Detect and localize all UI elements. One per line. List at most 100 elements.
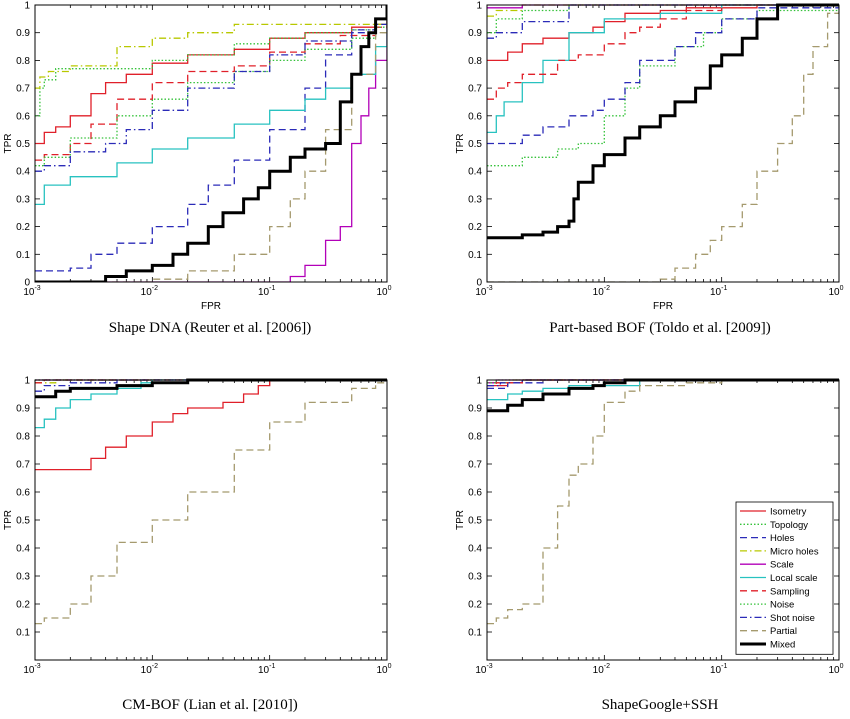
x-tick-label: 10-1 bbox=[258, 663, 275, 676]
x-tick-label: 100 bbox=[376, 285, 391, 298]
y-tick-label: 0.1 bbox=[468, 250, 482, 261]
x-tick-label: 100 bbox=[828, 663, 843, 676]
y-tick-label: 0.8 bbox=[468, 432, 482, 443]
y-tick-label: 1 bbox=[476, 376, 482, 387]
y-tick-label: 0.5 bbox=[468, 516, 482, 527]
x-axis-label: FPR bbox=[201, 301, 221, 312]
series-line-scale bbox=[35, 5, 387, 282]
plot-frame bbox=[486, 4, 840, 283]
y-tick-label: 0.5 bbox=[468, 139, 482, 150]
series-line-partial bbox=[35, 5, 387, 282]
series-line-noise bbox=[35, 5, 387, 167]
x-tick-label: 10-3 bbox=[23, 663, 40, 676]
series-line-mixed bbox=[487, 3, 839, 240]
legend-label: Sampling bbox=[770, 586, 810, 597]
y-axis-label: TPR bbox=[455, 510, 466, 530]
series-line-topology bbox=[487, 5, 839, 167]
caption-shape-dna: Shape DNA (Reuter et al. [2006]) bbox=[108, 320, 312, 336]
series-line-sampling bbox=[35, 379, 387, 384]
y-tick-label: 0.5 bbox=[16, 516, 30, 527]
y-tick-label: 0.7 bbox=[468, 460, 482, 471]
legend-box bbox=[735, 501, 834, 655]
y-tick-label: 0.9 bbox=[468, 404, 482, 415]
y-tick-label: 0.4 bbox=[16, 167, 30, 178]
y-tick-label: 0.8 bbox=[16, 432, 30, 443]
plot-frame bbox=[486, 379, 840, 661]
y-tick-label: 0.3 bbox=[468, 194, 482, 205]
y-tick-label: 0.1 bbox=[16, 250, 30, 261]
series-line-shot-noise bbox=[487, 4, 839, 39]
series-line-isometry bbox=[35, 5, 387, 145]
series-line-isometry bbox=[35, 379, 387, 471]
y-tick-label: 0.1 bbox=[468, 628, 482, 639]
series-line-topology bbox=[35, 5, 387, 117]
y-axis-label: TPR bbox=[3, 510, 14, 530]
y-tick-label: 0.7 bbox=[468, 84, 482, 95]
legend: Isometry Topology Holes Micro holes Scale Loc… bbox=[735, 501, 834, 655]
legend-label: Noise bbox=[770, 600, 794, 611]
y-tick-label: 0.4 bbox=[16, 544, 30, 555]
series-line-local-scale bbox=[487, 4, 839, 134]
y-tick-label: 0.2 bbox=[468, 222, 482, 233]
chart-panel-part-based-bof: 10-3 10-2 10-1 10000.10.20.30.40.50.60.70.8… bbox=[455, 1, 844, 313]
chart-panel-shapegoogle-ssh: 10-3 10-2 10-1 100 0.1 0.2 0.3 0.4 0.5 0.6 0.7 0.8 0… bbox=[455, 376, 844, 681]
y-tick-label: 0.2 bbox=[16, 600, 30, 611]
x-tick-label: 10-1 bbox=[710, 663, 727, 676]
y-tick-label: 0.8 bbox=[16, 56, 30, 67]
y-tick-label: 0.9 bbox=[16, 28, 30, 39]
series-line-mixed bbox=[35, 5, 387, 282]
x-tick-label: 10-1 bbox=[710, 285, 727, 298]
legend-label: Local scale bbox=[770, 573, 818, 584]
y-tick-label: 0.2 bbox=[16, 222, 30, 233]
figure-canvas: 10-3 10-2 10-1 100 0 0.1 0.2 0.3 0.4 0.5 0.6 0.7 0.8… bbox=[3, 1, 844, 681]
y-tick-label: 0.6 bbox=[16, 111, 30, 122]
legend-label: Holes bbox=[770, 533, 795, 544]
y-tick-label: 0.9 bbox=[16, 404, 30, 415]
x-tick-label: 100 bbox=[828, 285, 843, 298]
chart-panel-shape-dna: 10-3 10-2 10-1 10000.10.20.30.40.50.60.70.8… bbox=[3, 1, 392, 313]
y-tick-label: 0.6 bbox=[468, 488, 482, 499]
legend-label: Topology bbox=[770, 520, 808, 531]
y-tick-label: 0.9 bbox=[468, 28, 482, 39]
series-line-micro-holes bbox=[35, 5, 387, 89]
x-tick-label: 10-2 bbox=[593, 285, 610, 298]
y-tick-label: 0 bbox=[476, 278, 482, 289]
y-axis-label: TPR bbox=[455, 134, 466, 154]
y-tick-label: 0.2 bbox=[468, 600, 482, 611]
y-tick-label: 0.4 bbox=[468, 167, 482, 178]
series-line-holes bbox=[487, 5, 839, 145]
caption-cm-bof: CM-BOF (Lian et al. [2010]) bbox=[122, 697, 298, 713]
y-axis-label: TPR bbox=[3, 134, 14, 154]
legend-label: Micro holes bbox=[770, 546, 819, 557]
y-tick-label: 0 bbox=[24, 278, 30, 289]
y-tick-label: 0.3 bbox=[16, 572, 30, 583]
x-axis-label: FPR bbox=[653, 301, 673, 312]
series-line-sampling bbox=[487, 4, 839, 100]
y-tick-label: 0.1 bbox=[16, 628, 30, 639]
y-tick-label: 0.6 bbox=[468, 111, 482, 122]
y-tick-label: 1 bbox=[476, 1, 482, 12]
x-tick-label: 100 bbox=[376, 663, 391, 676]
series-line-mixed bbox=[35, 378, 387, 399]
series-line-local-scale bbox=[35, 5, 387, 206]
series-line-noise bbox=[487, 4, 839, 34]
y-tick-label: 1 bbox=[24, 376, 30, 387]
y-tick-label: 0.5 bbox=[16, 139, 30, 150]
y-tick-label: 0.4 bbox=[468, 544, 482, 555]
x-tick-label: 10-2 bbox=[141, 663, 158, 676]
y-tick-label: 0.3 bbox=[16, 194, 30, 205]
series-line-partial bbox=[487, 5, 839, 282]
y-tick-label: 0.8 bbox=[468, 56, 482, 67]
x-tick-label: 10-3 bbox=[475, 663, 492, 676]
chart-panel-cm-bof: 10-3 10-2 10-1 100 0.1 0.2 0.3 0.4 0.5 0.6 0.7 0.8 0… bbox=[3, 376, 392, 681]
y-tick-label: 1 bbox=[24, 1, 30, 12]
caption-part-based-bof: Part-based BOF (Toldo et al. [2009]) bbox=[549, 320, 771, 336]
legend-label: Shot noise bbox=[770, 613, 815, 624]
x-axis-label: FPR bbox=[653, 679, 673, 680]
y-tick-label: 0.6 bbox=[16, 488, 30, 499]
series-line-sampling bbox=[35, 5, 387, 161]
x-tick-label: 10-2 bbox=[593, 663, 610, 676]
legend-label: Mixed bbox=[770, 640, 795, 651]
series-line-shot-noise bbox=[35, 5, 387, 172]
